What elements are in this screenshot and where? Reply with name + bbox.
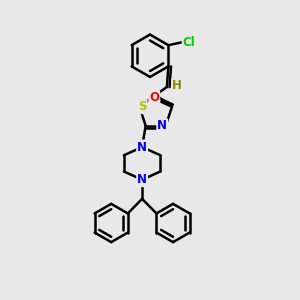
Text: N: N (137, 173, 147, 186)
Text: N: N (157, 119, 167, 132)
Text: S: S (138, 100, 147, 113)
Text: N: N (137, 140, 147, 154)
Text: Cl: Cl (183, 36, 195, 49)
Text: O: O (149, 92, 159, 104)
Text: H: H (172, 79, 182, 92)
